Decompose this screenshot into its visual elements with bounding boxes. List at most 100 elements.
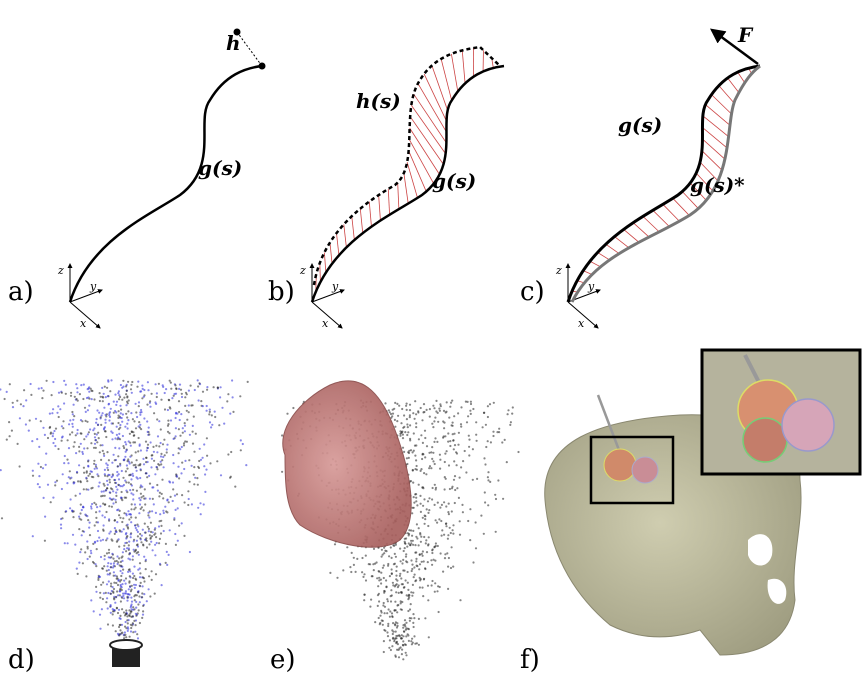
spray-point xyxy=(55,428,57,430)
spray-point xyxy=(166,499,168,501)
spray-point xyxy=(121,597,123,599)
spray-point xyxy=(57,448,59,450)
spray-point xyxy=(141,592,143,594)
spray-point xyxy=(126,619,128,621)
spray-point xyxy=(102,539,104,541)
spray-point xyxy=(104,473,106,475)
spray-point xyxy=(77,429,79,431)
spray-point xyxy=(82,398,84,400)
spray-point xyxy=(487,471,489,473)
spray-point xyxy=(485,424,487,426)
spray-point xyxy=(96,441,98,443)
spray-point xyxy=(159,538,161,540)
spray-point xyxy=(377,585,379,587)
spray-point xyxy=(107,464,109,466)
spray-point xyxy=(424,437,426,439)
spray-point xyxy=(109,411,111,413)
spray-point xyxy=(420,468,422,470)
spray-point xyxy=(124,542,126,544)
spray-point xyxy=(412,451,414,453)
spray-point xyxy=(198,399,200,401)
spray-point xyxy=(87,460,89,462)
spray-point xyxy=(51,412,53,414)
spray-point xyxy=(184,396,186,398)
spray-point xyxy=(78,528,80,530)
spray-point xyxy=(121,608,123,610)
spray-point xyxy=(200,459,202,461)
spray-point xyxy=(396,604,398,606)
spray-point xyxy=(142,585,144,587)
spray-point xyxy=(183,444,185,446)
spray-point xyxy=(183,468,185,470)
spray-point xyxy=(161,479,163,481)
spray-point xyxy=(507,413,509,415)
spray-point xyxy=(93,427,95,429)
spray-point xyxy=(113,582,115,584)
spray-point xyxy=(116,521,118,523)
spray-point xyxy=(51,394,53,396)
spray-point xyxy=(110,605,112,607)
spray-point xyxy=(139,486,141,488)
spray-point xyxy=(99,482,101,484)
spray-point xyxy=(104,426,106,428)
spray-point xyxy=(400,638,402,640)
spray-point xyxy=(356,558,358,560)
spray-point xyxy=(41,397,43,399)
spray-point xyxy=(167,431,169,433)
spray-point xyxy=(415,551,417,553)
spray-point xyxy=(439,459,441,461)
spray-point xyxy=(501,441,503,443)
spray-point xyxy=(137,591,139,593)
spray-point xyxy=(105,511,107,513)
spray-point xyxy=(459,477,461,479)
spray-point xyxy=(403,550,405,552)
spray-point xyxy=(387,635,389,637)
spray-point xyxy=(119,417,121,419)
spray-point xyxy=(130,384,132,386)
spray-point xyxy=(99,576,101,578)
spray-point xyxy=(38,446,40,448)
spray-point xyxy=(414,418,416,420)
spray-point xyxy=(130,521,132,523)
spray-point xyxy=(155,403,157,405)
spray-point xyxy=(116,578,118,580)
spray-point xyxy=(119,405,121,407)
spray-point xyxy=(411,595,413,597)
spray-point xyxy=(61,517,63,519)
spray-point xyxy=(177,540,179,542)
spray-point xyxy=(119,617,121,619)
spray-point xyxy=(88,431,90,433)
spray-point xyxy=(206,410,208,412)
spray-point xyxy=(89,473,91,475)
spray-point xyxy=(404,625,406,627)
hatch-line xyxy=(369,202,371,227)
spray-point xyxy=(429,416,431,418)
spray-point xyxy=(431,584,433,586)
spray-point xyxy=(118,447,120,449)
spray-point xyxy=(29,419,31,421)
spray-point xyxy=(413,635,415,637)
spray-point xyxy=(166,448,168,450)
spray-point xyxy=(85,411,87,413)
spray-point xyxy=(116,489,118,491)
spray-point xyxy=(384,630,386,632)
spray-point xyxy=(143,417,145,419)
spray-point xyxy=(165,562,167,564)
axis-label: z xyxy=(57,264,64,277)
spray-point xyxy=(476,478,478,480)
hatch-line xyxy=(360,209,362,233)
spray-point xyxy=(502,498,504,500)
spray-point xyxy=(42,427,44,429)
tumor xyxy=(743,418,787,462)
spray-point xyxy=(110,408,112,410)
spray-point xyxy=(443,410,445,412)
spray-point xyxy=(99,592,101,594)
spray-point xyxy=(192,404,194,406)
spray-point xyxy=(442,437,444,439)
spray-point xyxy=(395,642,397,644)
spray-point xyxy=(6,439,8,441)
spray-point xyxy=(169,481,171,483)
spray-point xyxy=(402,437,404,439)
spray-point xyxy=(122,551,124,553)
spray-point xyxy=(124,497,126,499)
